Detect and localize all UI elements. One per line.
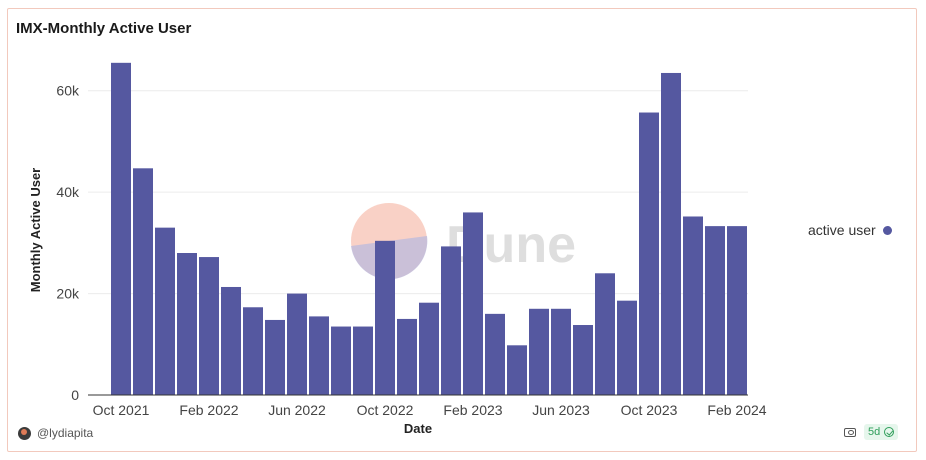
bar[interactable]	[111, 62, 131, 395]
bar[interactable]	[507, 345, 527, 395]
bar[interactable]	[353, 326, 373, 395]
legend-label: active user	[808, 222, 876, 238]
bar[interactable]	[309, 316, 329, 395]
x-tick-labels: Oct 2021 Feb 2022 Jun 2022 Oct 2022 Feb 2023…	[93, 402, 767, 418]
bar[interactable]	[243, 307, 263, 395]
x-tick-label: Feb 2024	[707, 402, 766, 418]
bars	[111, 62, 747, 396]
bar[interactable]	[265, 319, 285, 395]
bar[interactable]	[199, 257, 219, 395]
age-badge-text: 5d	[868, 426, 881, 438]
check-circle-icon	[884, 427, 895, 437]
bar[interactable]	[529, 308, 549, 395]
legend[interactable]: active user	[808, 222, 892, 238]
bar[interactable]	[485, 313, 505, 395]
bar[interactable]	[419, 302, 439, 395]
avatar	[18, 426, 31, 440]
x-tick-label: Oct 2021	[93, 402, 150, 418]
bar[interactable]	[617, 300, 637, 395]
camera-icon[interactable]	[844, 427, 856, 437]
footer-actions: 5d	[844, 424, 899, 440]
bar[interactable]	[287, 293, 307, 395]
y-tick-label: 0	[71, 387, 79, 403]
gridlines	[88, 90, 748, 295]
x-tick-label: Feb 2022	[179, 402, 238, 418]
chart-title: IMX-Monthly Active User	[16, 20, 192, 37]
bar[interactable]	[221, 286, 241, 395]
refresh-age-badge[interactable]: 5d	[864, 424, 899, 440]
x-tick-label: Jun 2022	[268, 402, 326, 418]
bar[interactable]	[177, 253, 197, 395]
y-tick-label: 20k	[56, 286, 80, 302]
bar[interactable]	[133, 168, 153, 395]
y-axis-label: Monthly Active User	[28, 168, 43, 293]
bar[interactable]	[331, 326, 351, 395]
bar[interactable]	[639, 112, 659, 396]
x-tick-label: Feb 2023	[443, 402, 502, 418]
legend-dot-icon	[882, 225, 892, 235]
author-username: @lydiapita	[37, 426, 94, 440]
bar[interactable]	[375, 240, 395, 395]
bar[interactable]	[595, 273, 615, 395]
x-tick-label: Oct 2022	[357, 402, 414, 418]
bar[interactable]	[705, 226, 725, 395]
y-tick-label: 40k	[56, 184, 80, 200]
x-tick-label: Jun 2023	[532, 402, 590, 418]
bar[interactable]	[661, 72, 681, 395]
bar[interactable]	[551, 308, 571, 395]
x-axis-label: Date	[404, 421, 432, 436]
author[interactable]: @lydiapita	[18, 426, 93, 440]
y-tick-labels: 0 20k 40k 60k	[56, 83, 80, 403]
bar[interactable]	[573, 325, 593, 395]
bar[interactable]	[155, 227, 175, 395]
bar[interactable]	[441, 246, 461, 395]
bar[interactable]	[397, 318, 417, 395]
bar[interactable]	[683, 216, 703, 395]
bar[interactable]	[727, 226, 747, 395]
bar[interactable]	[463, 212, 483, 395]
x-tick-label: Oct 2023	[621, 402, 678, 418]
y-tick-label: 60k	[56, 83, 80, 99]
